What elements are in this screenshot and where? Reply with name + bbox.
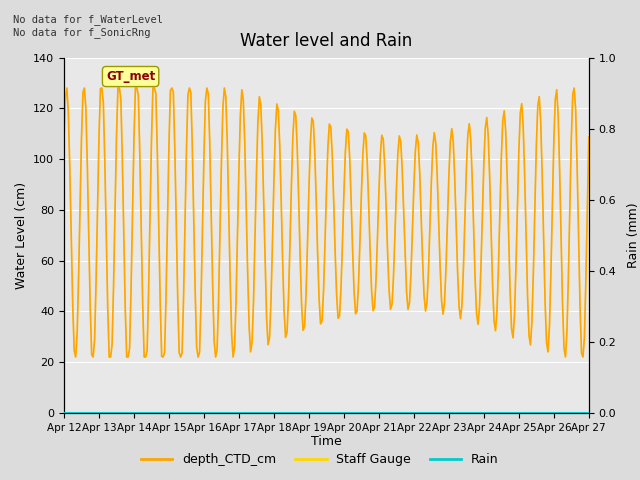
Text: No data for f_WaterLevel
No data for f_SonicRng: No data for f_WaterLevel No data for f_S…	[13, 14, 163, 38]
Y-axis label: Rain (mm): Rain (mm)	[627, 203, 640, 268]
Rain	[376, 410, 384, 416]
Staff Gauge	[161, 350, 168, 356]
Legend: depth_CTD_cm, Staff Gauge, Rain: depth_CTD_cm, Staff Gauge, Rain	[136, 448, 504, 471]
Rain	[75, 410, 83, 416]
Staff Gauge	[380, 136, 387, 142]
depth_CTD_cm	[63, 85, 71, 91]
Staff Gauge	[524, 293, 531, 299]
Rain	[521, 410, 529, 416]
Line: depth_CTD_cm: depth_CTD_cm	[64, 88, 589, 357]
Staff Gauge	[60, 138, 68, 144]
Rain	[158, 410, 166, 416]
depth_CTD_cm	[161, 350, 168, 356]
Staff Gauge	[585, 134, 593, 140]
Rain	[359, 410, 367, 416]
Staff Gauge	[72, 354, 79, 360]
Line: Staff Gauge: Staff Gauge	[64, 88, 589, 357]
X-axis label: Time: Time	[311, 435, 342, 448]
Rain	[60, 410, 68, 416]
depth_CTD_cm	[585, 134, 593, 140]
Rain	[388, 410, 396, 416]
depth_CTD_cm	[72, 354, 79, 360]
depth_CTD_cm	[77, 135, 85, 141]
Staff Gauge	[77, 135, 85, 141]
Staff Gauge	[63, 85, 71, 91]
Text: GT_met: GT_met	[106, 70, 156, 83]
depth_CTD_cm	[524, 293, 531, 299]
Rain	[585, 410, 593, 416]
Title: Water level and Rain: Water level and Rain	[240, 33, 413, 50]
depth_CTD_cm	[380, 136, 387, 142]
depth_CTD_cm	[362, 133, 370, 139]
depth_CTD_cm	[60, 138, 68, 144]
depth_CTD_cm	[391, 233, 399, 239]
Y-axis label: Water Level (cm): Water Level (cm)	[15, 181, 28, 289]
Staff Gauge	[362, 133, 370, 139]
Staff Gauge	[391, 233, 399, 239]
